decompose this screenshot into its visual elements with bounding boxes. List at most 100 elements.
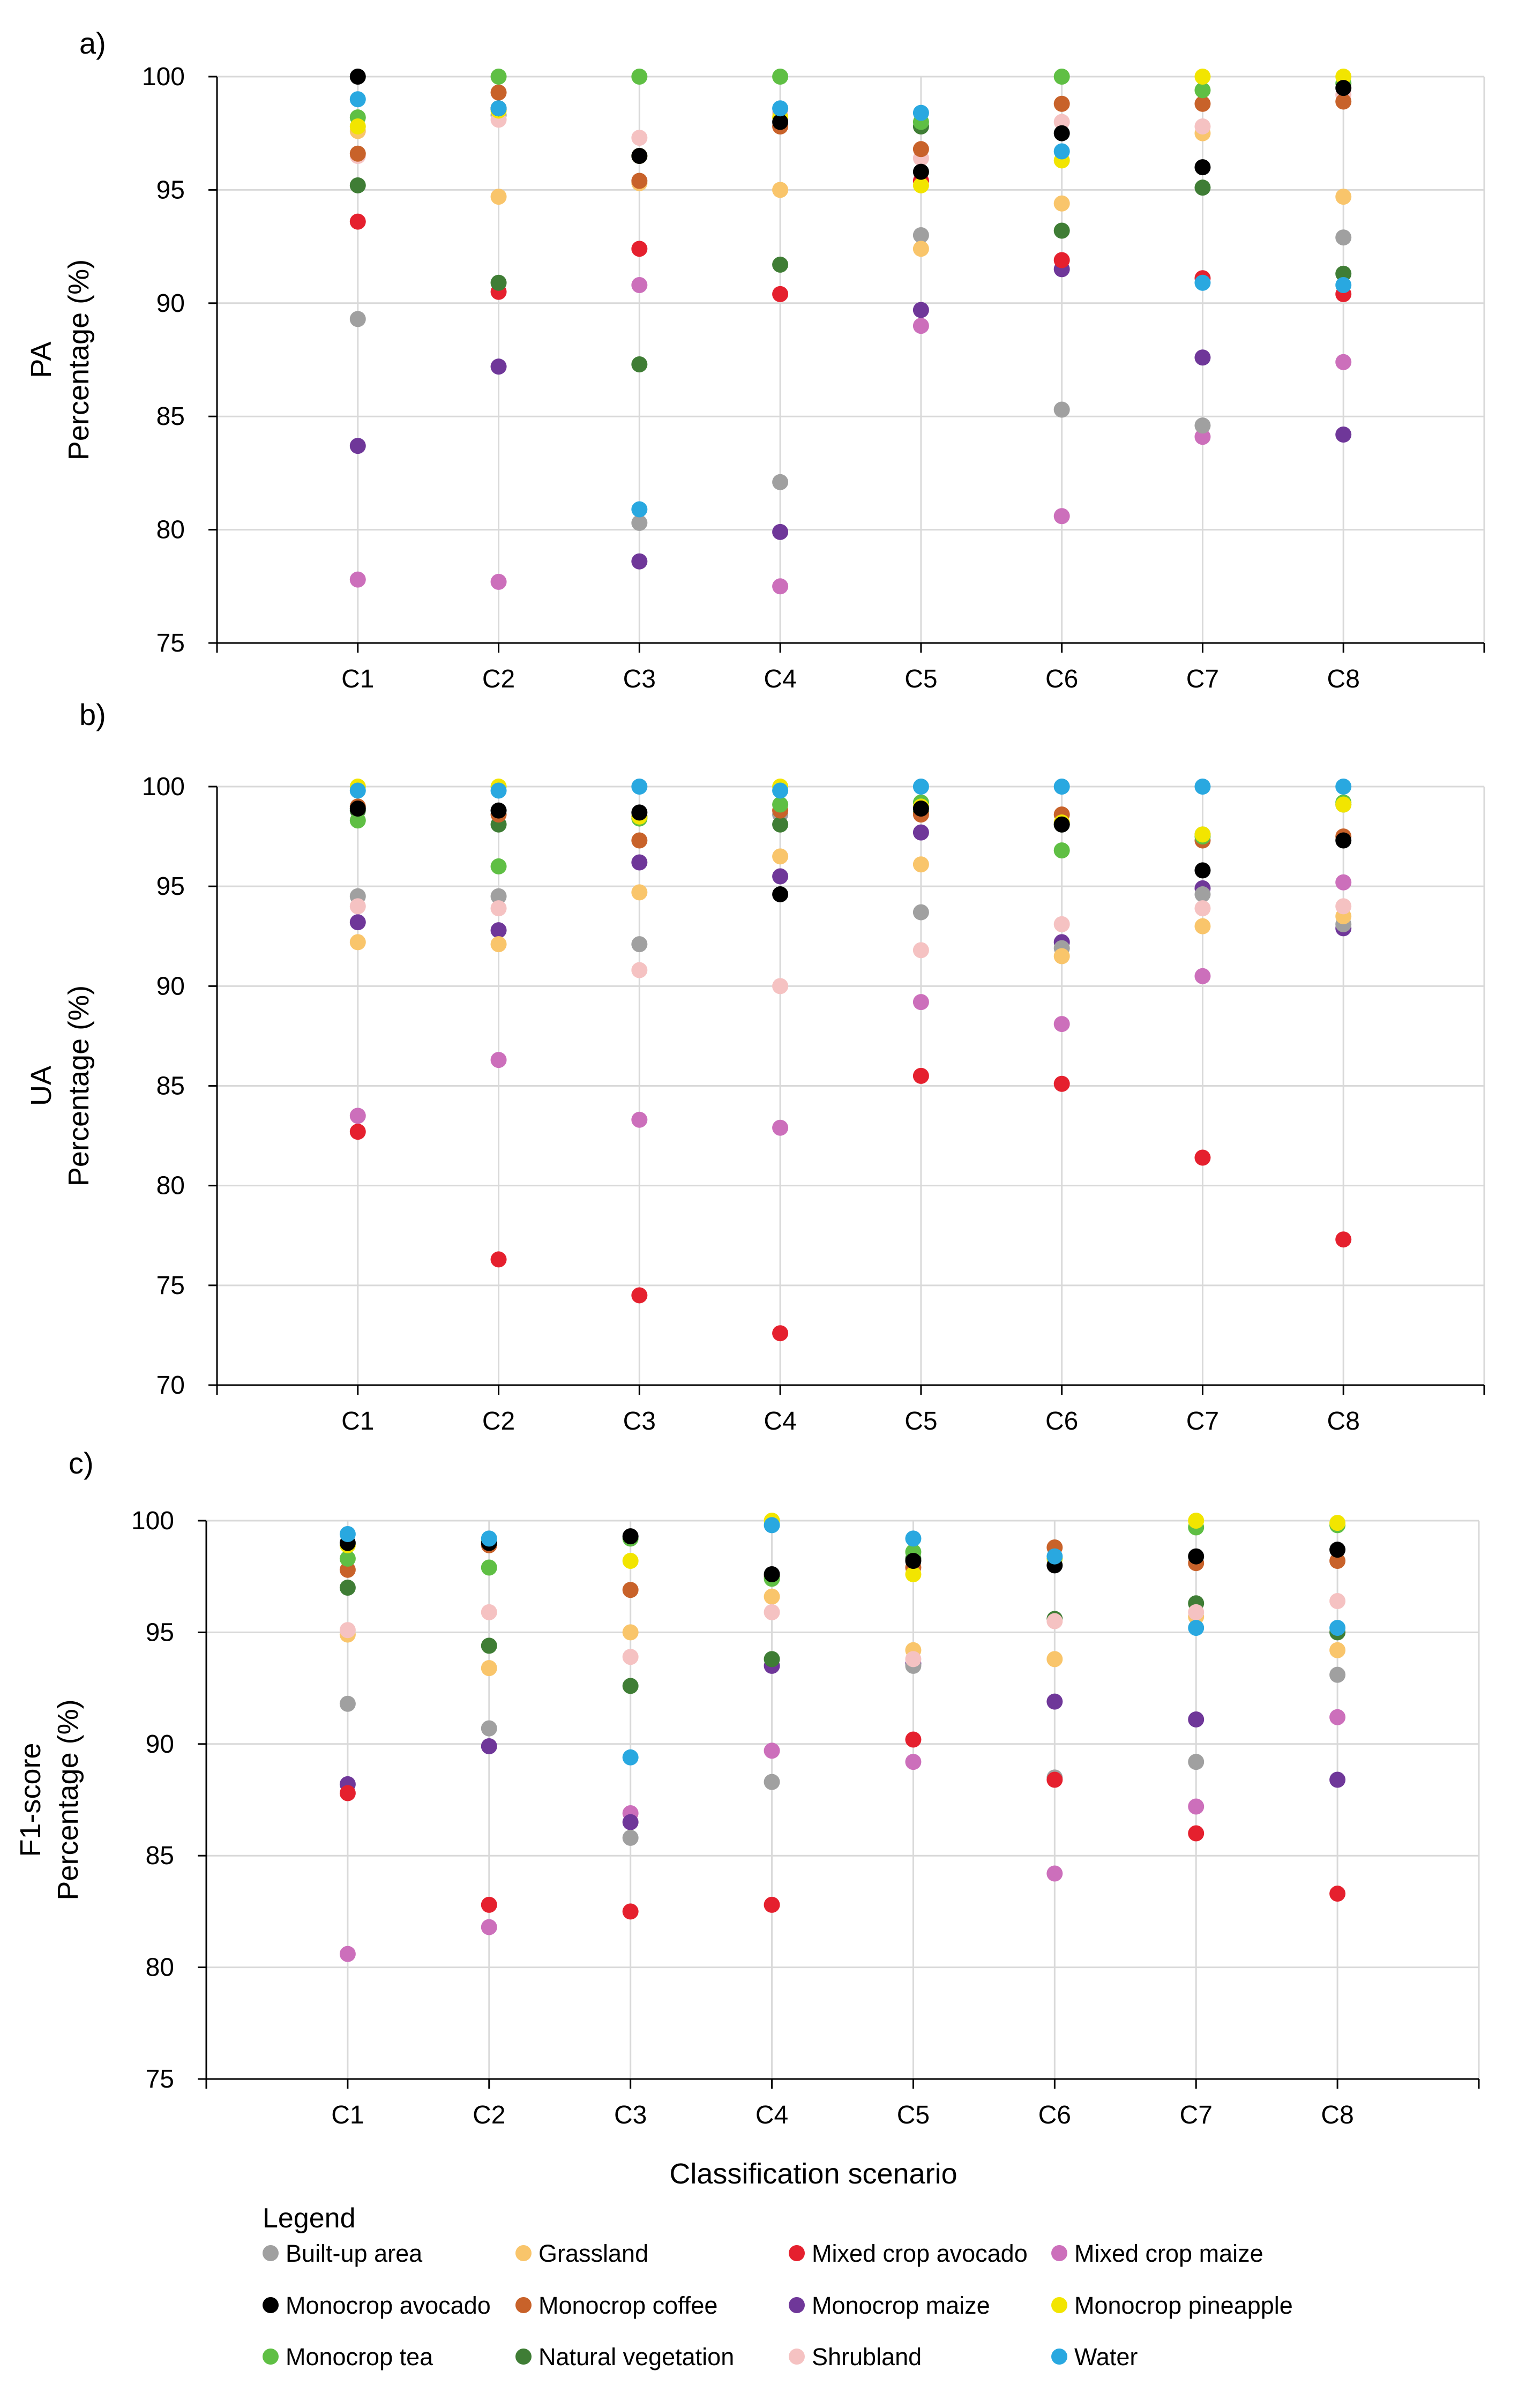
data-point [622,1624,639,1641]
y-tick-label: 85 [156,402,185,431]
data-point [772,474,789,490]
data-point [622,1678,639,1694]
data-point [631,1111,648,1128]
data-point [339,1695,356,1712]
data-point [1188,1825,1205,1842]
data-point [631,356,648,372]
data-point [772,100,789,117]
data-point [1194,886,1211,903]
data-point [905,1566,922,1583]
legend-title: Legend [263,2203,356,2234]
data-point [1188,1620,1205,1636]
data-point [912,856,929,873]
data-point [764,1774,780,1790]
data-point [1335,276,1352,293]
data-point [772,816,789,833]
data-point [481,1660,497,1677]
legend-marker [515,2245,532,2261]
data-point [339,1946,356,1962]
data-point [905,1530,922,1547]
data-point [905,1731,922,1748]
data-point [349,934,366,951]
data-point [1046,1693,1063,1710]
data-point [1188,1604,1205,1620]
data-point [1329,1642,1346,1658]
data-point [349,571,366,588]
data-point [622,1553,639,1569]
data-point [631,501,648,518]
data-point [490,936,507,953]
data-point [1335,874,1352,891]
data-point [349,311,366,327]
x-axis-title: Classification scenario [669,2158,957,2190]
data-point [1053,222,1070,239]
data-point [772,256,789,273]
x-tick-label: C7 [1186,665,1219,693]
legend-label: Monocrop tea [286,2343,433,2370]
data-point [631,276,648,293]
data-point [631,173,648,189]
data-point [631,779,648,795]
data-point [772,182,789,198]
data-point [1046,1613,1063,1629]
data-point [631,936,648,953]
data-point [490,782,507,799]
data-point [631,241,648,257]
data-point [349,69,366,85]
data-point [1194,118,1211,135]
data-point [1194,918,1211,934]
legend-item: Built-up area [263,2240,423,2267]
data-point [1194,826,1211,843]
data-point [1335,832,1352,849]
data-point [772,524,789,540]
data-point [631,130,648,146]
y-tick-label: 80 [156,516,185,544]
y-tick-label: 95 [156,872,185,901]
y-tick-label: 75 [146,2065,174,2093]
legend-item: Monocrop coffee [515,2292,717,2319]
data-point [481,1530,497,1547]
y-tick-label: 90 [156,972,185,1000]
legend-item: Monocrop tea [263,2343,433,2370]
data-point [912,241,929,257]
data-point [1053,401,1070,418]
data-point [772,796,789,813]
y-axis-title: Percentage (%) [63,985,95,1186]
data-point [1335,265,1352,282]
y-tick-label: 80 [156,1172,185,1200]
data-point [1188,1548,1205,1565]
data-point [349,800,366,817]
data-point [1188,1754,1205,1770]
panel-ua: 70 75 80 85 90 95 100 C1 C2 C3 C4 C5 C6 C7 C8 b) UA Perce… [25,698,1485,1435]
x-tick-label: C2 [482,665,515,693]
legend-marker [263,2245,279,2261]
data-point [1046,1548,1063,1565]
data-point [631,832,648,849]
data-point [1194,69,1211,85]
y-axis-metric-label: F1-score [14,1743,47,1857]
y-tick-label: 95 [146,1618,174,1647]
data-point [490,922,507,939]
data-point [1053,779,1070,795]
data-point [1188,1711,1205,1728]
data-point [772,114,789,130]
data-point [905,1553,922,1569]
legend-marker [789,2349,805,2365]
x-tick-label: C3 [623,665,656,693]
data-point [905,1651,922,1667]
panel-label: a) [79,26,106,60]
legend-item: Monocrop pineapple [1051,2292,1293,2319]
data-point [349,914,366,931]
data-point [1194,862,1211,879]
data-point [481,1604,497,1620]
data-point [339,1561,356,1578]
legend-label: Built-up area [286,2240,423,2267]
data-point [1335,354,1352,370]
legend-item: Water [1051,2343,1138,2370]
data-point [912,177,929,193]
legend-marker [263,2349,279,2365]
data-point [1335,229,1352,246]
data-point [339,1622,356,1639]
x-tick-label: C1 [341,1407,374,1435]
